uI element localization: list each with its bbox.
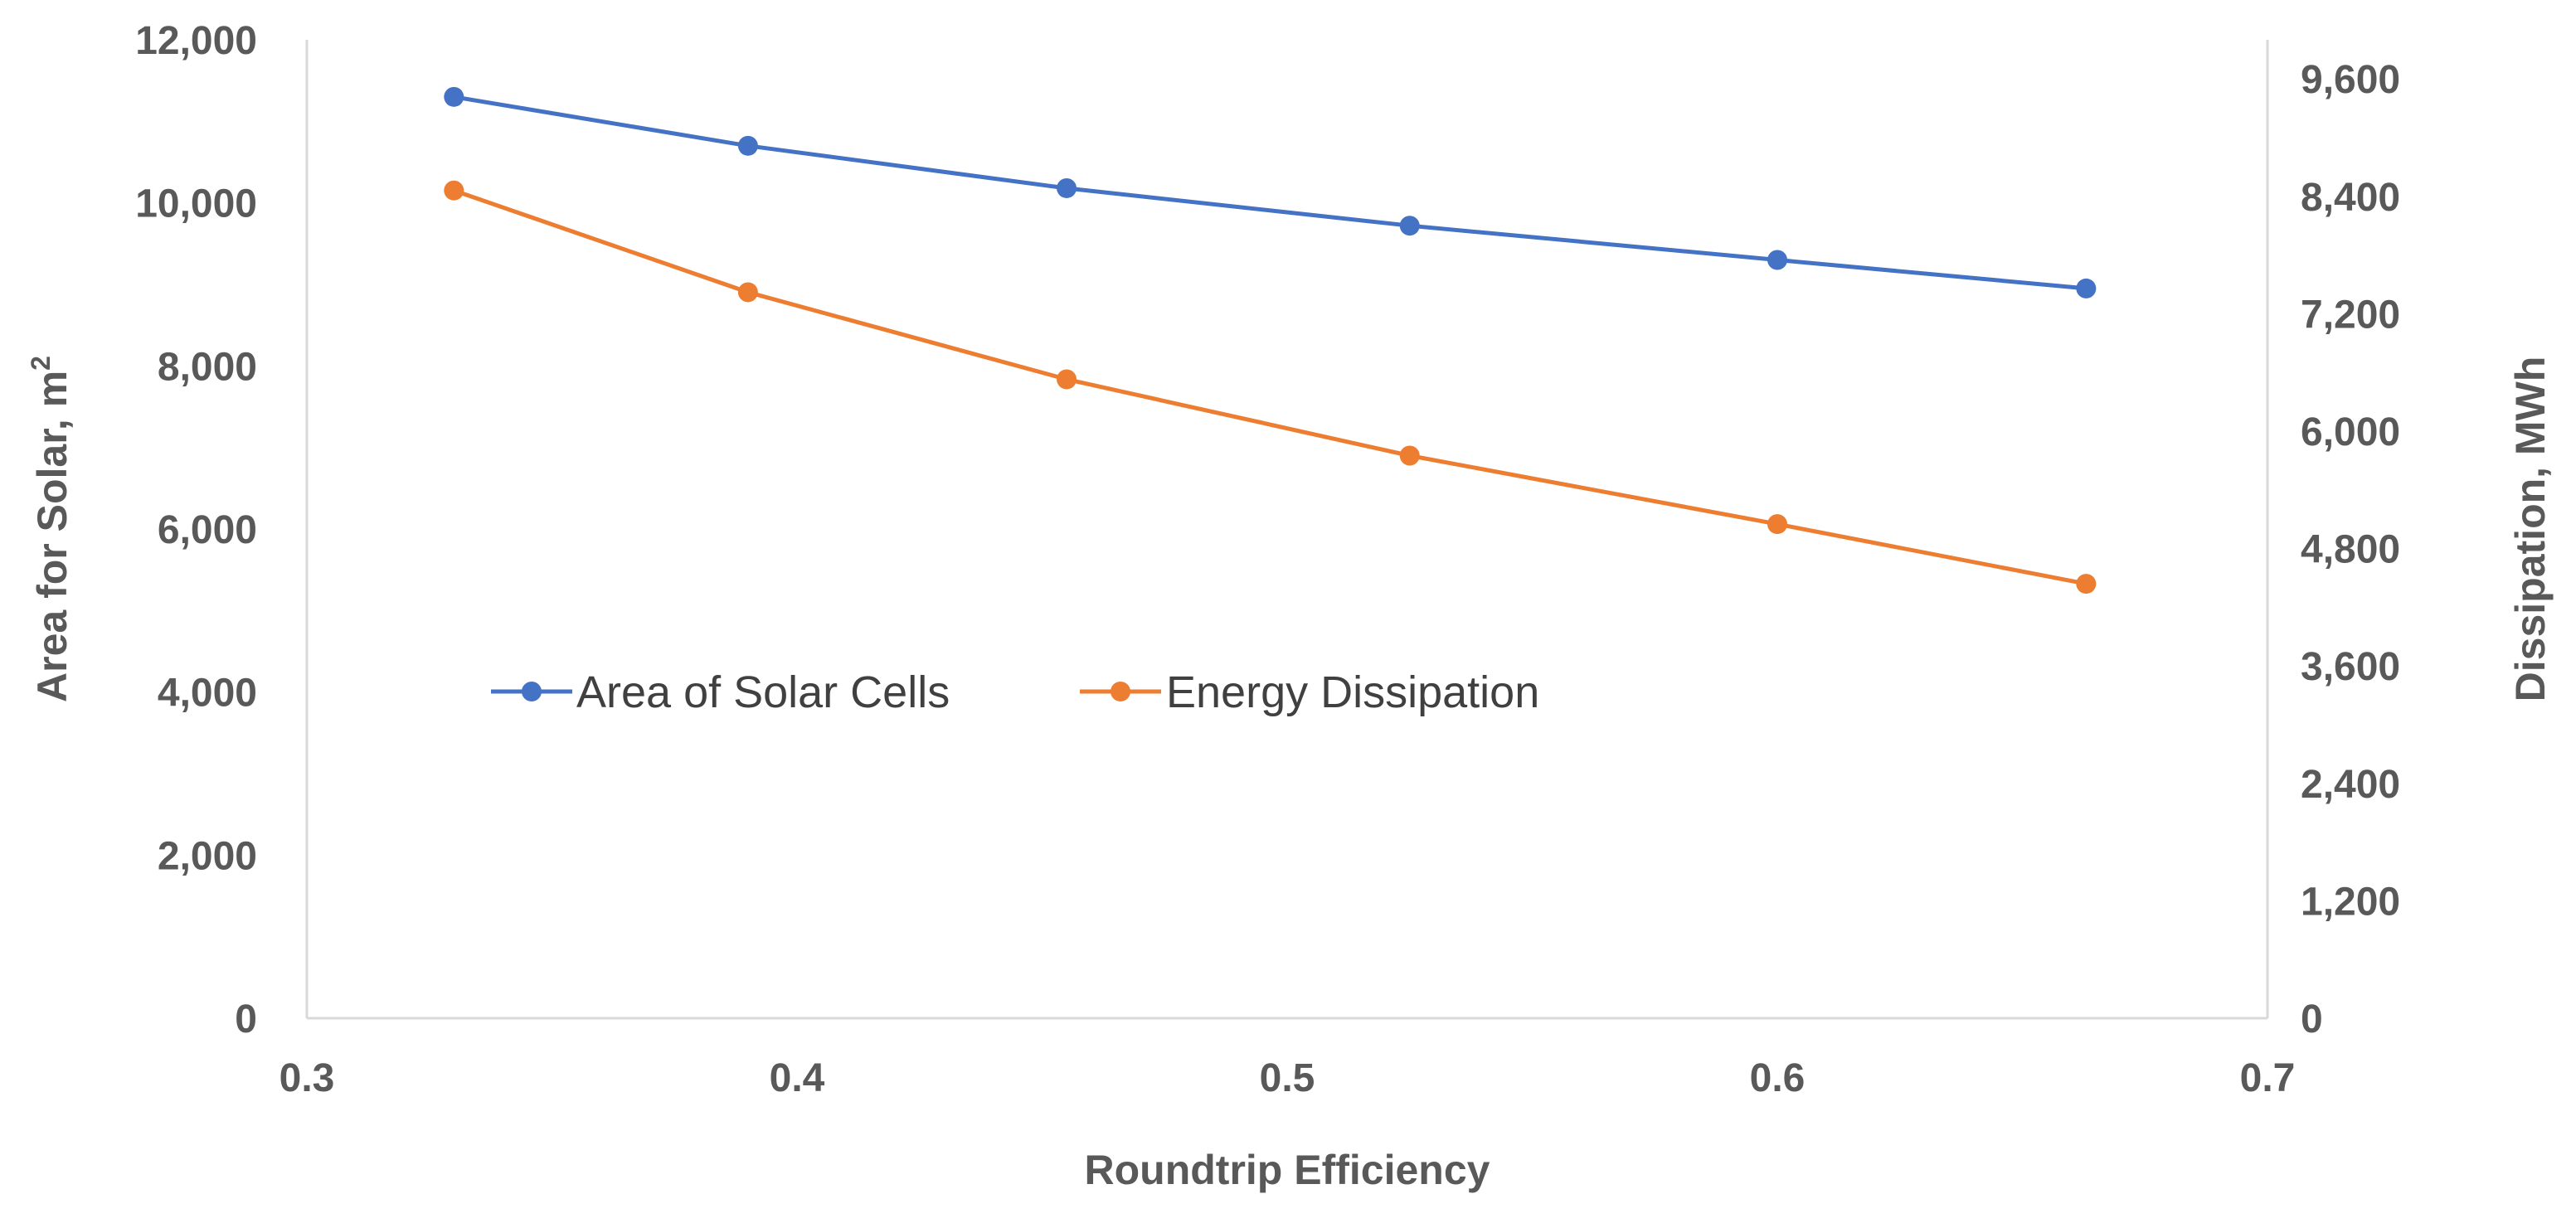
y-left-tick-label: 12,000: [135, 19, 257, 63]
data-point-energy-dissipation: [737, 282, 758, 303]
legend-item-area-of-solar-cells: Area of Solar Cells: [491, 667, 950, 717]
y-left-tick-label: 6,000: [158, 508, 257, 552]
y-axis-left-title-base: Area for Solar, m: [29, 371, 75, 702]
data-point-energy-dissipation: [2076, 574, 2097, 595]
data-point-area-of-solar-cells: [2076, 278, 2097, 298]
y-right-tick-label: 0: [2301, 997, 2323, 1041]
data-point-energy-dissipation: [444, 180, 464, 201]
data-point-area-of-solar-cells: [737, 135, 758, 156]
series-line-energy-dissipation: [453, 188, 2087, 586]
y-left-tick-label: 0: [235, 997, 257, 1041]
series-energy-dissipation: [444, 180, 2097, 595]
y-right-tick-label: 9,600: [2301, 58, 2400, 102]
data-point-area-of-solar-cells: [1767, 250, 1787, 270]
y-right-tick-label: 3,600: [2301, 645, 2400, 689]
legend-label-energy-dissipation: Energy Dissipation: [1166, 667, 1539, 717]
legend: Area of Solar Cells Energy Dissipation: [491, 667, 1539, 717]
tick-labels: 0.3 0.4 0.5 0.6 0.702,0004,0006,0008,00010,0…: [135, 19, 2400, 1100]
data-point-energy-dissipation: [1767, 514, 1787, 535]
x-tick-label: 0.5: [1260, 1056, 1315, 1100]
x-tick-label: 0.4: [770, 1056, 825, 1100]
x-tick-label: 0.3: [279, 1056, 335, 1100]
y-right-tick-label: 1,200: [2301, 880, 2400, 924]
y-right-tick-label: 8,400: [2301, 176, 2400, 220]
x-tick-label: 0.7: [2240, 1056, 2296, 1100]
data-point-area-of-solar-cells: [1057, 177, 1077, 198]
y-left-tick-label: 10,000: [135, 182, 257, 226]
legend-marker-energy-dissipation: [1111, 682, 1130, 701]
series-area-of-solar-cells: [444, 86, 2097, 298]
series: [444, 86, 2097, 595]
series-line-area-of-solar-cells: [453, 95, 2087, 291]
x-tick-label: 0.6: [1750, 1056, 1806, 1100]
y-left-tick-label: 4,000: [158, 672, 257, 716]
y-axis-left-title-superscript: 2: [26, 356, 56, 371]
axes: [305, 40, 2269, 1020]
y-right-tick-label: 7,200: [2301, 293, 2400, 337]
y-left-tick-label: 8,000: [158, 345, 257, 389]
data-point-energy-dissipation: [1399, 445, 1420, 466]
data-point-area-of-solar-cells: [444, 86, 464, 107]
data-point-energy-dissipation: [1057, 369, 1077, 390]
y-axis-right-title: Dissipation, MWh: [2507, 357, 2554, 702]
y-right-tick-label: 2,400: [2301, 763, 2400, 807]
legend-item-energy-dissipation: Energy Dissipation: [1080, 667, 1539, 717]
y-left-tick-label: 2,000: [158, 834, 257, 878]
x-axis-title: Roundtrip Efficiency: [1085, 1147, 1490, 1193]
legend-marker-area-of-solar-cells: [522, 682, 542, 701]
y-axis-left-title: Area for Solar, m2: [26, 356, 75, 702]
legend-label-area-of-solar-cells: Area of Solar Cells: [576, 667, 950, 717]
data-point-area-of-solar-cells: [1399, 216, 1420, 236]
y-right-tick-label: 4,800: [2301, 528, 2400, 572]
y-right-tick-label: 6,000: [2301, 410, 2400, 454]
